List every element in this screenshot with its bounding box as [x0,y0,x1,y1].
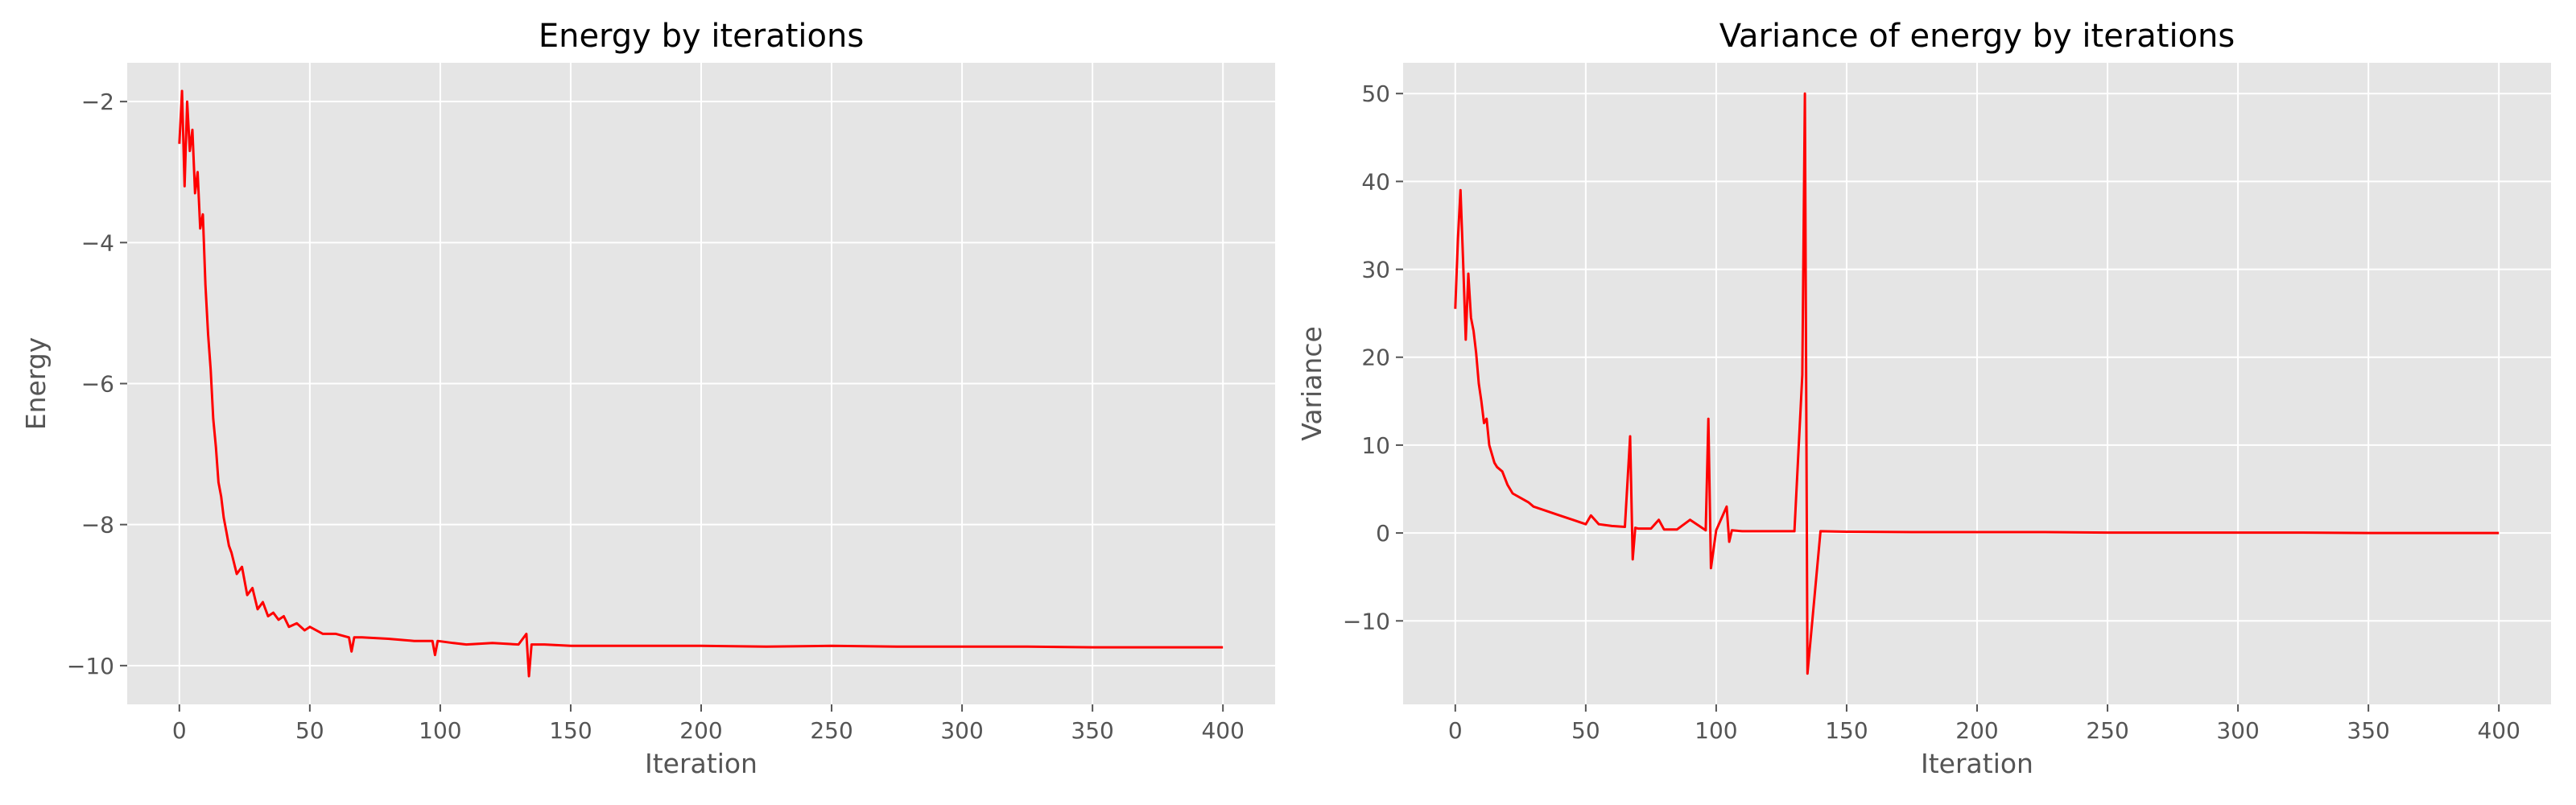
y-tick-label: −4 [81,229,114,256]
y-axis-label: Energy [20,337,52,431]
x-tick-label: 100 [1695,717,1737,744]
variance-chart: 0 50 100 150 200 250 300 350 400 −10 0 10 20 30 40 50 Va… [1296,18,2551,779]
series-line [178,89,1224,678]
y-tick-label: −10 [67,653,114,679]
y-axis-label: Variance [1296,326,1327,441]
x-tick-label: 0 [172,717,187,744]
x-tick-label: 300 [2216,717,2259,744]
y-tick-label: −2 [81,89,114,115]
y-tick-label: −8 [81,512,114,539]
series-line [1454,92,2500,675]
x-tick-label: 150 [549,717,592,744]
chart-title: Variance of energy by iterations [1719,18,2235,55]
x-tick-label: 400 [1201,717,1244,744]
x-tick-label: 300 [940,717,983,744]
x-tick-label: 350 [2347,717,2389,744]
x-tick-label: 100 [419,717,461,744]
y-tick-label: 0 [1376,520,1390,547]
x-tick-label: 400 [2477,717,2520,744]
y-tick-label: −6 [81,371,114,398]
y-tick-label: −10 [1343,608,1390,634]
x-tick-label: 50 [295,717,324,744]
y-tick-label: 20 [1361,345,1390,371]
x-tick-label: 250 [2086,717,2128,744]
x-tick-label: 200 [679,717,722,744]
y-tick-label: 30 [1361,257,1390,283]
x-axis-label: Iteration [1921,748,2033,779]
y-tick-label: 10 [1361,432,1390,459]
x-tick-label: 350 [1071,717,1113,744]
y-tick-label: 50 [1361,80,1390,107]
energy-chart: 0 50 100 150 200 250 300 350 400 −10 −8 −6 −4 −2 Energ… [20,18,1275,779]
x-tick-label: 250 [810,717,852,744]
x-tick-label: 200 [1955,717,1998,744]
chart-title: Energy by iterations [539,18,864,55]
y-tick-label: 40 [1361,168,1390,195]
x-tick-label: 50 [1571,717,1600,744]
x-tick-label: 0 [1448,717,1463,744]
x-axis-label: Iteration [645,748,758,779]
x-tick-label: 150 [1825,717,1868,744]
